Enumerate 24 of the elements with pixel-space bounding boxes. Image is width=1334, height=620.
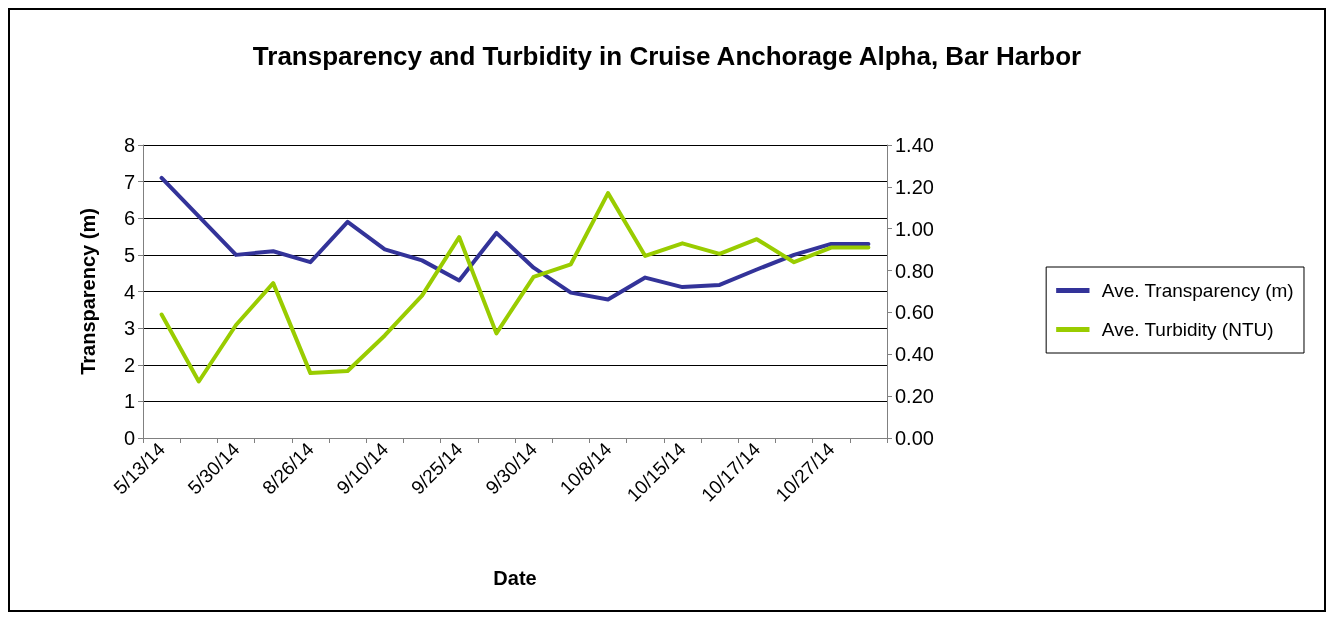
y2-tick-label: 1.20 <box>895 175 934 198</box>
y2-tick-label: 0.40 <box>895 343 934 366</box>
y-tick-label: 5 <box>123 243 135 266</box>
y2-tick-label: 1.00 <box>895 217 934 240</box>
y-tick-label: 1 <box>123 390 135 413</box>
y-tick-label: 0 <box>123 427 135 449</box>
y-axis-title: Transparency (m) <box>77 208 99 375</box>
legend-label: Ave. Transparency (m) <box>1101 280 1294 301</box>
y2-tick-label: 0.80 <box>895 259 934 282</box>
y-tick-label: 4 <box>123 280 135 303</box>
y2-tick-label: 1.40 <box>895 134 934 156</box>
y-tick-label: 8 <box>123 134 135 156</box>
line-series <box>159 175 871 302</box>
y2-tick-label: 0.00 <box>895 427 934 449</box>
chart-title: Transparency and Turbidity in Cruise Anchorage Alpha, Bar Harbor <box>252 41 1082 71</box>
line-series <box>159 191 871 384</box>
y-tick-label: 2 <box>123 353 135 376</box>
y-tick-label: 6 <box>123 207 135 230</box>
y-tick-label: 3 <box>123 317 135 340</box>
legend-label: Ave. Turbidity (NTU) <box>1101 319 1274 340</box>
y2-tick-label: 0.60 <box>895 301 934 324</box>
y-tick-label: 7 <box>123 170 135 193</box>
x-axis-title: Date <box>493 567 537 589</box>
y2-tick-label: 0.20 <box>895 385 934 408</box>
